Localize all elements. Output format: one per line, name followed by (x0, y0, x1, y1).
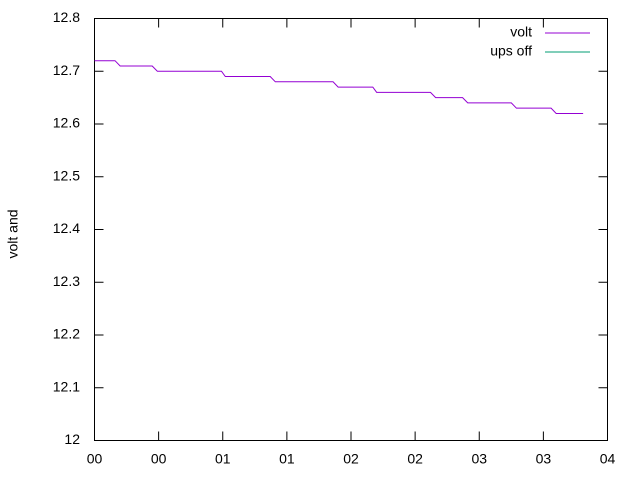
y-tick-label: 12.2 (53, 326, 80, 342)
data-line (94, 60, 584, 114)
y-tick-label: 12.8 (53, 9, 80, 25)
x-tick-label: 01 (215, 451, 231, 467)
x-tick-label: 03 (536, 451, 552, 467)
x-tick-label: 03 (471, 451, 487, 467)
y-tick-label: 12.4 (53, 220, 80, 236)
plot-frame (94, 18, 608, 441)
y-tick-label: 12 (64, 431, 80, 447)
x-tick-label: 00 (151, 451, 167, 467)
x-tick-label: 00 (87, 451, 103, 467)
x-tick-label: 02 (407, 451, 423, 467)
x-tick-label: 04 (600, 451, 616, 467)
x-tick-label: 02 (343, 451, 359, 467)
y-tick-label: 12.5 (53, 167, 80, 183)
y-tick-label: 12.3 (53, 273, 80, 289)
y-tick-label: 12.6 (53, 115, 80, 131)
legend-label: ups off (490, 43, 532, 59)
legend-label: volt (510, 24, 532, 40)
y-axis-label: volt and (5, 209, 21, 258)
y-tick-label: 12.1 (53, 378, 80, 394)
x-tick-label: 01 (279, 451, 295, 467)
y-tick-label: 12.7 (53, 62, 80, 78)
